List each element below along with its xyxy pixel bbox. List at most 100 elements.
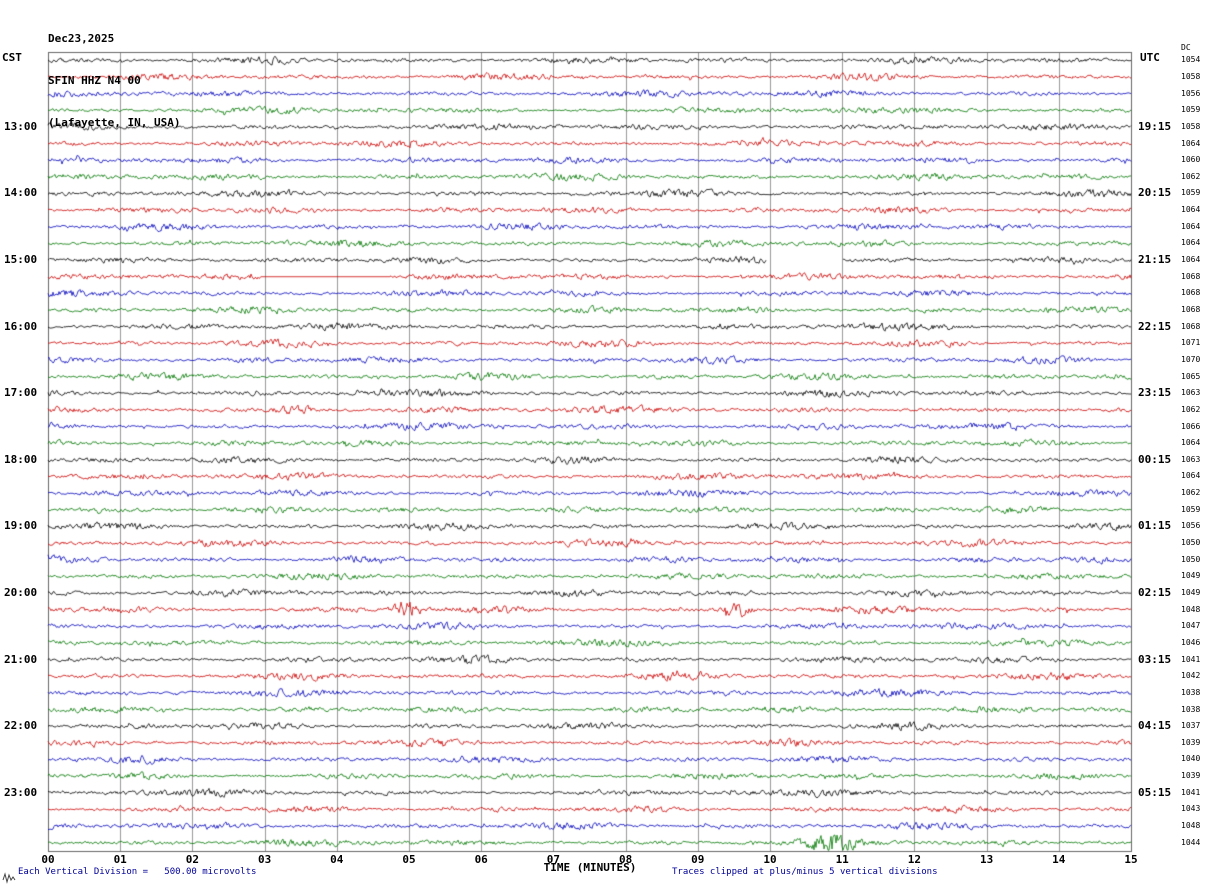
dc-offset-value: 1039 (1181, 771, 1201, 781)
dc-offset-value: 1064 (1181, 205, 1201, 215)
left-hour-label: 13:00 (4, 119, 38, 133)
right-hour-label: 03:15 (1138, 652, 1172, 666)
x-tick-label: 11 (835, 853, 849, 866)
dc-offset-value: 1060 (1181, 155, 1201, 165)
left-hour-label: 15:00 (4, 253, 38, 267)
right-hour-label: 04:15 (1138, 719, 1172, 733)
left-hour-label: 19:00 (4, 519, 38, 533)
dc-offset-value: 1049 (1181, 571, 1201, 581)
dc-offset-value: 1062 (1181, 404, 1201, 414)
x-tick-label: 02 (185, 853, 200, 866)
dc-offset-value: 1063 (1181, 454, 1201, 464)
dc-offset-value: 1071 (1181, 338, 1201, 348)
clip-note: Traces clipped at plus/minus 5 vertical … (672, 867, 938, 877)
left-hour-label: 23:00 (4, 785, 38, 799)
dc-offset-value: 1038 (1181, 687, 1201, 697)
scale-note: Each Vertical Division = 500.00 microvol… (18, 867, 257, 877)
dc-offset-value: 1064 (1181, 221, 1201, 231)
left-hour-label: 14:00 (4, 186, 38, 200)
title-location: (Lafayette, IN, USA) (48, 116, 181, 129)
right-hour-label: 02:15 (1138, 585, 1172, 599)
dc-column-header: DC (1181, 43, 1191, 52)
dc-offset-value: 1046 (1181, 637, 1201, 647)
dc-offset-value: 1068 (1181, 321, 1201, 331)
left-hour-label: 20:00 (4, 585, 38, 599)
calibration-squiggle-icon (2, 872, 16, 884)
x-tick-label: 04 (330, 853, 344, 866)
dc-offset-value: 1038 (1181, 704, 1201, 714)
dc-offset-value: 1064 (1181, 438, 1201, 448)
dc-offset-value: 1058 (1181, 71, 1201, 81)
dc-offset-value: 1059 (1181, 188, 1201, 198)
dc-offset-value: 1062 (1181, 171, 1201, 181)
x-tick-label: 09 (691, 853, 705, 866)
x-tick-label: 12 (907, 853, 922, 866)
left-hour-label: 22:00 (4, 719, 38, 733)
dc-offset-value: 1064 (1181, 238, 1201, 248)
dc-offset-value: 1059 (1181, 504, 1201, 514)
dc-offset-value: 1050 (1181, 538, 1201, 548)
x-tick-label: 15 (1124, 853, 1138, 866)
right-timezone-label: UTC (1140, 51, 1160, 64)
dc-offset-value: 1042 (1181, 671, 1201, 681)
dc-offset-value: 1037 (1181, 721, 1201, 731)
dc-offset-value: 1040 (1181, 754, 1201, 764)
dc-offset-value: 1039 (1181, 737, 1201, 747)
dc-offset-value: 1068 (1181, 288, 1201, 298)
dc-offset-value: 1048 (1181, 821, 1201, 831)
x-tick-label: 05 (402, 853, 416, 866)
dc-offset-value: 1059 (1181, 105, 1201, 115)
dc-offset-value: 1068 (1181, 305, 1201, 314)
right-hour-label: 05:15 (1138, 785, 1172, 799)
right-hour-label: 00:15 (1138, 452, 1172, 466)
dc-offset-value: 1064 (1181, 471, 1201, 481)
dc-offset-value: 1065 (1181, 371, 1201, 381)
x-tick-label: 07 (546, 853, 561, 866)
right-hour-label: 22:15 (1138, 319, 1172, 333)
x-tick-label: 00 (41, 853, 55, 866)
left-hour-label: 18:00 (4, 452, 38, 466)
right-hour-label: 23:15 (1138, 386, 1172, 400)
dc-offset-value: 1066 (1181, 421, 1201, 431)
dc-offset-value: 1041 (1181, 654, 1201, 664)
dc-offset-value: 1056 (1181, 521, 1201, 531)
x-axis-title: TIME (MINUTES) (543, 861, 637, 874)
x-tick-label: 08 (618, 853, 633, 866)
right-hour-label: 01:15 (1138, 519, 1172, 533)
x-tick-label: 01 (113, 853, 127, 866)
x-tick-label: 06 (474, 853, 488, 866)
x-tick-label: 10 (763, 853, 777, 866)
dc-offset-value: 1064 (1181, 138, 1201, 148)
dc-offset-value: 1063 (1181, 388, 1201, 398)
left-hour-label: 17:00 (4, 386, 38, 400)
x-tick-label: 03 (257, 853, 272, 866)
dc-offset-value: 1062 (1181, 488, 1201, 498)
dc-offset-value: 1058 (1181, 121, 1201, 131)
dc-offset-value: 1048 (1181, 604, 1201, 614)
right-hour-label: 19:15 (1138, 119, 1172, 133)
dc-offset-value: 1056 (1181, 88, 1201, 98)
left-timezone-label: CST (2, 51, 22, 64)
dc-offset-value: 1050 (1181, 554, 1201, 564)
x-tick-label: 13 (979, 853, 994, 866)
dc-offset-value: 1043 (1181, 804, 1201, 814)
left-hour-label: 16:00 (4, 319, 38, 333)
right-hour-label: 21:15 (1138, 253, 1172, 267)
dc-offset-value: 1041 (1181, 787, 1201, 797)
dc-offset-value: 1047 (1181, 621, 1201, 631)
dc-offset-value: 1068 (1181, 271, 1201, 281)
right-hour-label: 20:15 (1138, 186, 1172, 200)
plot-title-block: Dec23,2025 SFIN HHZ N4 00 (Lafayette, IN… (48, 4, 180, 158)
dc-offset-value: 1049 (1181, 587, 1201, 597)
dc-offset-value: 1044 (1181, 837, 1201, 847)
title-station: SFIN HHZ N4 00 (48, 74, 141, 87)
dc-offset-value: 1054 (1181, 55, 1201, 65)
title-date: Dec23,2025 (48, 32, 115, 45)
dc-offset-value: 1070 (1181, 354, 1201, 364)
dc-offset-value: 1064 (1181, 255, 1201, 265)
left-hour-label: 21:00 (4, 652, 38, 666)
x-tick-label: 14 (1052, 853, 1066, 866)
